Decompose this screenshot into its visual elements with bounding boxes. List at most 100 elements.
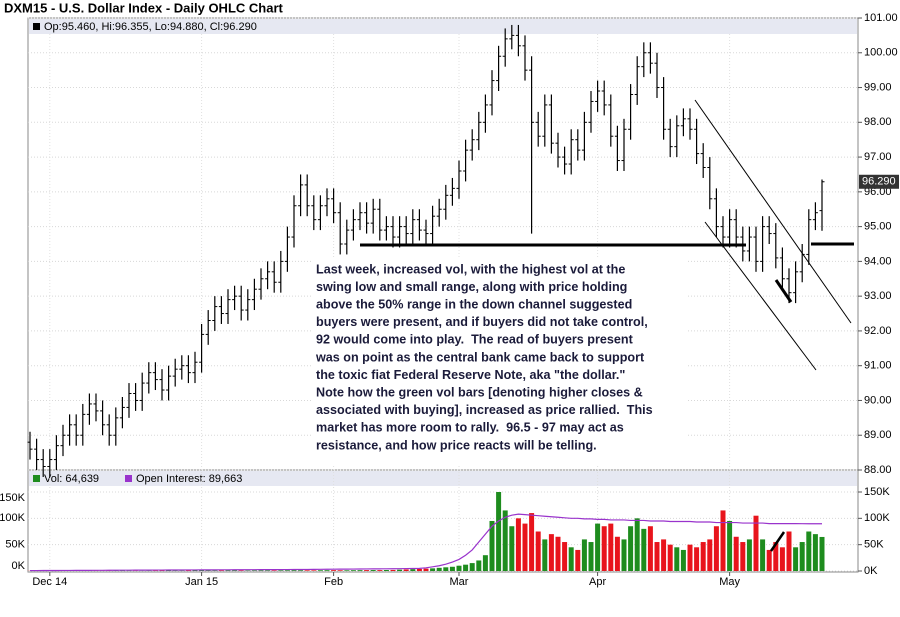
volume-bar — [536, 532, 541, 572]
volume-bar — [813, 534, 818, 571]
volume-bar — [701, 542, 706, 571]
volume-bar — [694, 547, 699, 571]
last-value-label: 96.290 — [862, 176, 896, 188]
volume-bar — [529, 513, 534, 571]
volume-bar — [608, 524, 613, 571]
volume-bar — [338, 570, 343, 571]
volume-bar — [615, 537, 620, 571]
volume-bar — [562, 542, 567, 571]
volume-bar — [424, 569, 429, 571]
volume-bar — [496, 492, 501, 571]
volume-bar — [430, 568, 435, 571]
volume-bar — [549, 534, 554, 571]
y-tick-label: 150K — [864, 486, 890, 498]
y-tick-label: 92.00 — [864, 325, 892, 337]
volume-bar — [377, 570, 382, 571]
volume-bar — [575, 550, 580, 571]
volume-bar — [648, 526, 653, 571]
volume-bar — [569, 547, 574, 571]
y-tick-label-left: 0K — [12, 560, 26, 572]
y-tick-label: 93.00 — [864, 290, 892, 302]
volume-bar — [556, 537, 561, 571]
volume-bar — [391, 570, 396, 571]
volume-bar — [589, 542, 594, 571]
legend-swatch — [125, 475, 132, 482]
price-legend: Op:95.460, Hi:96.355, Lo:94.880, Cl:96.2… — [44, 21, 257, 33]
y-tick-label: 100.00 — [864, 47, 898, 59]
volume-bar — [714, 526, 719, 571]
volume-bar — [351, 570, 356, 571]
volume-bar — [661, 539, 666, 571]
y-tick-label: 91.00 — [864, 360, 892, 372]
legend-swatch — [33, 23, 40, 30]
annotation-line: the toxic fiat Federal Reserve Note, aka… — [316, 368, 625, 382]
volume-bar — [674, 547, 679, 571]
y-tick-label: 88.00 — [864, 464, 892, 476]
volume-bar — [344, 570, 349, 571]
volume-bar — [820, 537, 825, 571]
annotation: Last week, increased vol, with the highe… — [315, 262, 653, 452]
volume-bar — [252, 570, 257, 571]
volume-bar — [450, 567, 455, 571]
volume-bar — [259, 570, 264, 571]
y-tick-label: 50K — [864, 539, 884, 551]
volume-bar — [364, 570, 369, 571]
x-tick-label: Feb — [324, 576, 343, 588]
volume-bar — [707, 539, 712, 571]
volume-bar — [404, 569, 409, 571]
y-tick-label-left: 150K — [0, 492, 26, 504]
volume-bar — [780, 547, 785, 571]
annotation-line: swing low and small range, along with pr… — [316, 280, 627, 294]
volume-bar — [410, 569, 415, 571]
volume-bar — [476, 560, 481, 571]
annotation-line: was on point as the central bank came ba… — [315, 350, 645, 364]
volume-bar — [760, 539, 765, 571]
volume-bar — [483, 555, 488, 571]
volume-bar — [437, 568, 442, 571]
y-tick-label: 90.00 — [864, 394, 892, 406]
y-tick-label: 94.00 — [864, 255, 892, 267]
y-tick-label: 97.00 — [864, 151, 892, 163]
volume-bar — [622, 539, 627, 571]
annotation-line: 92 would come into play. The read of buy… — [316, 333, 634, 347]
volume-bar — [503, 510, 508, 571]
volume-bar — [668, 545, 673, 571]
y-tick-label: 0K — [864, 565, 878, 577]
volume-bar — [265, 570, 270, 571]
volume-bar — [635, 518, 640, 571]
volume-bar — [523, 524, 528, 571]
volume-bar — [325, 570, 330, 571]
volume-bar — [272, 570, 277, 571]
volume-bar — [318, 570, 323, 571]
y-tick-label: 95.00 — [864, 221, 892, 233]
annotation-line: associated with buying], increased as pr… — [316, 403, 653, 417]
volume-legend: Vol: 64,639 — [44, 473, 99, 485]
volume-bar — [443, 567, 448, 571]
volume-bar — [734, 537, 739, 571]
volume-bar — [747, 539, 752, 571]
volume-bar — [641, 529, 646, 571]
volume-bar — [740, 542, 745, 571]
annotation-line: resistance, and how price reacts will be… — [316, 438, 597, 452]
volume-bar — [509, 526, 514, 571]
volume-bar — [278, 570, 283, 571]
x-tick-label: Apr — [589, 576, 606, 588]
annotation-line: buyers were present, and if buyers did n… — [316, 315, 648, 329]
volume-bar — [688, 545, 693, 571]
volume-bar — [787, 532, 792, 572]
volume-bar — [331, 570, 336, 571]
legend-swatch — [33, 475, 40, 482]
volume-bar — [305, 570, 310, 571]
volume-bar — [371, 570, 376, 571]
volume-bar — [417, 569, 422, 571]
volume-bar — [542, 539, 547, 571]
volume-bar — [628, 526, 633, 571]
y-tick-label: 101.00 — [864, 12, 898, 24]
x-tick-label: Jan 15 — [185, 576, 218, 588]
volume-bar — [516, 518, 521, 571]
annotation-line: Note how the green vol bars [denoting hi… — [316, 386, 643, 400]
y-tick-label: 100K — [864, 512, 890, 524]
volume-bar — [463, 565, 468, 571]
volume-bar — [754, 516, 759, 571]
